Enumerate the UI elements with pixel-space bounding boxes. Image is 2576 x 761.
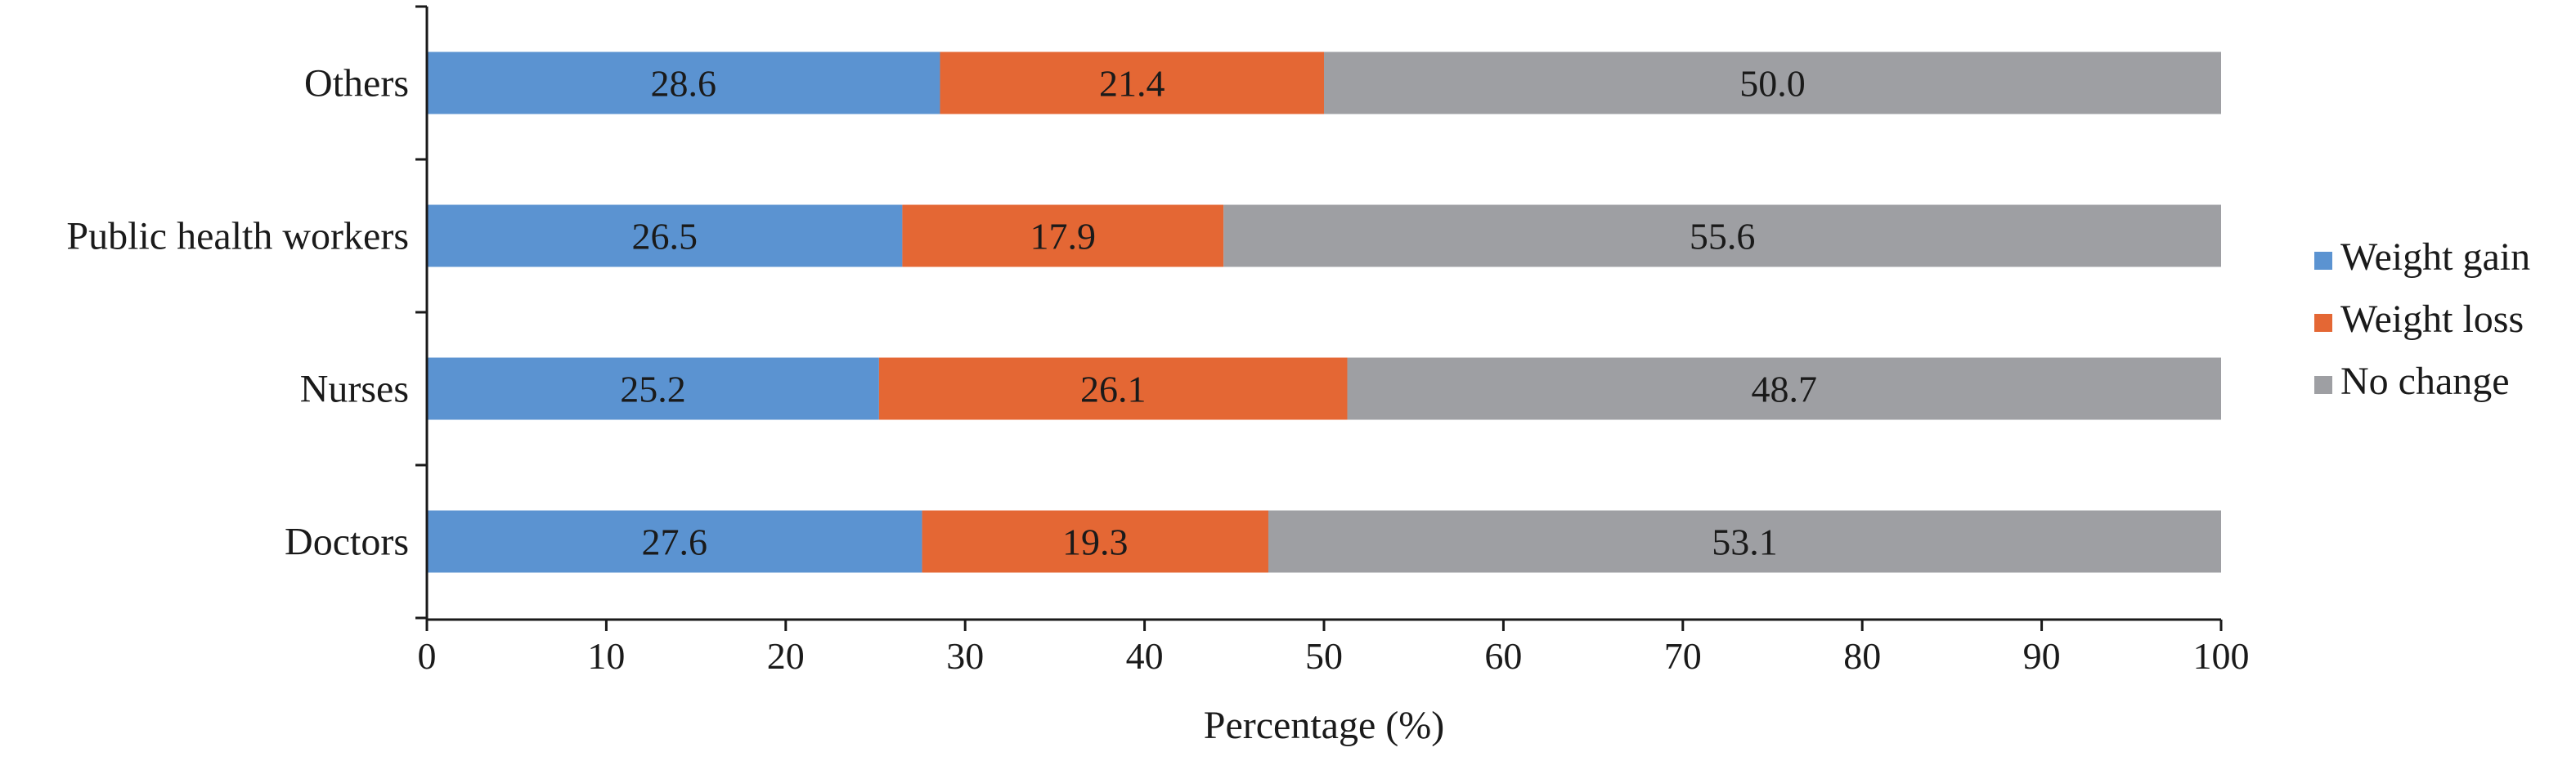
x-tick-label: 80 (1843, 635, 1881, 677)
bar-segment (878, 357, 1348, 420)
bar-segment (1268, 510, 2221, 573)
x-tick-label: 0 (418, 635, 437, 677)
legend: Weight gain Weight loss No change (2314, 235, 2530, 403)
x-tick-label: 20 (767, 635, 805, 677)
bar-segment (1347, 357, 2221, 420)
category-label: Public health workers (66, 215, 409, 258)
x-axis-title: Percentage (%) (1204, 704, 1445, 747)
x-tick-label: 30 (946, 635, 984, 677)
x-tick-label: 70 (1664, 635, 1702, 677)
data-label: 27.6 (642, 522, 708, 563)
x-tick-label: 90 (2023, 635, 2061, 677)
data-label: 26.5 (631, 216, 698, 257)
legend-swatch (2314, 376, 2332, 394)
data-labels-layer: 28.6 21.4 50.0 26.5 17.9 55.6 25.2 26.1 48.7 27.6… (620, 63, 1817, 563)
data-label: 17.9 (1030, 216, 1097, 257)
x-ticks-layer: 0 10 20 30 40 50 60 70 80 90 100 (418, 620, 2250, 677)
data-label: 25.2 (620, 369, 686, 410)
data-label: 26.1 (1080, 369, 1147, 410)
x-tick-label: 100 (2193, 635, 2250, 677)
category-labels-layer: Others Public health workers Nurses Doctors (66, 62, 409, 564)
bar-segment (922, 510, 1268, 573)
data-label: 28.6 (650, 63, 716, 105)
bar-segment (427, 51, 940, 114)
bar-segment (1324, 51, 2221, 114)
data-label: 53.1 (1712, 522, 1778, 563)
legend-swatch (2314, 252, 2332, 270)
legend-label: Weight gain (2340, 235, 2530, 279)
bar-segment (1223, 204, 2221, 267)
legend-label: No change (2340, 360, 2510, 403)
legend-label: Weight loss (2340, 298, 2524, 341)
bar-segment (940, 51, 1324, 114)
x-tick-label: 60 (1484, 635, 1522, 677)
x-tick-label: 50 (1305, 635, 1343, 677)
bar-segment (427, 357, 879, 420)
legend-swatch (2314, 314, 2332, 332)
bar-segment (427, 204, 903, 267)
bar-segment (902, 204, 1224, 267)
category-label: Others (304, 62, 409, 105)
bars-layer (427, 51, 2221, 573)
data-label: 48.7 (1752, 369, 1818, 410)
category-label: Nurses (300, 368, 409, 411)
category-label: Doctors (285, 521, 409, 564)
data-label: 55.6 (1690, 216, 1756, 257)
data-label: 19.3 (1062, 522, 1129, 563)
x-tick-label: 40 (1126, 635, 1164, 677)
data-label: 21.4 (1099, 63, 1165, 105)
x-tick-label: 10 (587, 635, 625, 677)
data-label: 50.0 (1739, 63, 1806, 105)
bar-segment (427, 510, 922, 573)
